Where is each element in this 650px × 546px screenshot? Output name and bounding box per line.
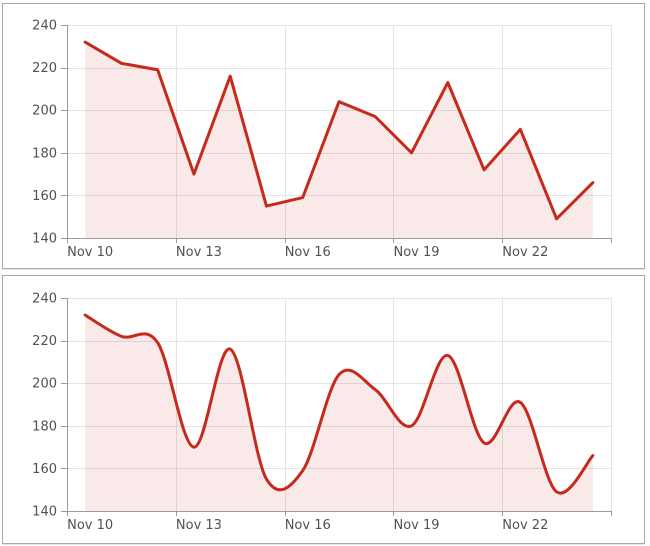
axes: [61, 25, 612, 243]
axis-labels: 140 160 180 200 220 240 Nov 10 Nov 13 Nov 16 Nov …: [32, 292, 548, 534]
y-axis-label: 240: [32, 19, 57, 34]
x-axis-label: Nov 19: [394, 518, 440, 533]
area-chart: 140 160 180 200 220 240 Nov 10 Nov 13 Nov 16 Nov …: [32, 19, 612, 261]
x-axis-label: Nov 16: [285, 518, 331, 533]
series-area-fill: [85, 315, 593, 511]
y-axis-label: 140: [32, 232, 57, 247]
areaspline-chart: 140 160 180 200 220 240 Nov 10 Nov 13 Nov 16 Nov …: [32, 292, 612, 534]
axis-labels: 140 160 180 200 220 240 Nov 10 Nov 13 Nov 16 Nov …: [32, 19, 548, 261]
x-axis-label: Nov 16: [285, 245, 331, 260]
series-line: [83, 313, 595, 495]
y-axis-label: 220: [32, 61, 57, 76]
x-axis-label: Nov 22: [502, 245, 548, 260]
x-axis-label: Nov 22: [502, 518, 548, 533]
panel-area-chart: 140 160 180 200 220 240 Nov 10 Nov 13 Nov 16 Nov …: [2, 3, 645, 269]
x-axis-label: Nov 10: [67, 518, 113, 533]
y-axis-label: 180: [32, 146, 57, 161]
y-axis-label: 140: [32, 505, 57, 520]
y-axis-label: 200: [32, 104, 57, 119]
series-area-fill: [85, 42, 593, 238]
y-axis-label: 160: [32, 462, 57, 477]
axes: [61, 298, 612, 516]
y-axis-label: 240: [32, 292, 57, 307]
panel-areaspline-chart: 140 160 180 200 220 240 Nov 10 Nov 13 Nov 16 Nov …: [2, 275, 645, 544]
y-axis-label: 160: [32, 189, 57, 204]
x-axis-label: Nov 19: [394, 245, 440, 260]
x-axis-label: Nov 13: [176, 245, 222, 260]
series-line: [83, 40, 595, 221]
x-axis-label: Nov 13: [176, 518, 222, 533]
x-axis-label: Nov 10: [67, 245, 113, 260]
y-axis-label: 180: [32, 419, 57, 434]
y-axis-label: 200: [32, 377, 57, 392]
y-axis-label: 220: [32, 334, 57, 349]
